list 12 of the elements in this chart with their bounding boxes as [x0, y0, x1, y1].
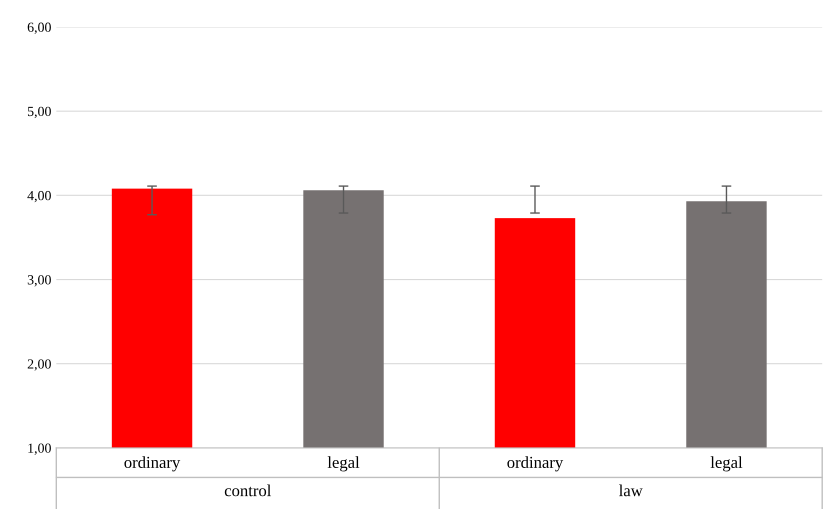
y-tick-label: 4,00	[27, 190, 51, 202]
x-tick-label: ordinary	[507, 456, 564, 472]
y-tick-label: 5,00	[28, 106, 51, 118]
text: control	[224, 484, 272, 496]
text: law	[619, 484, 643, 496]
y-tick-label: 2,00	[28, 359, 51, 371]
y-tick-label: 1,00	[28, 444, 51, 455]
y-tick-label: 6,00	[28, 22, 51, 34]
y-tick-label: 3,00	[28, 275, 51, 286]
x-tick-label: legal	[328, 456, 360, 472]
x-tick-label: legal	[710, 456, 742, 472]
x-tick-label: ordinary	[124, 456, 180, 472]
